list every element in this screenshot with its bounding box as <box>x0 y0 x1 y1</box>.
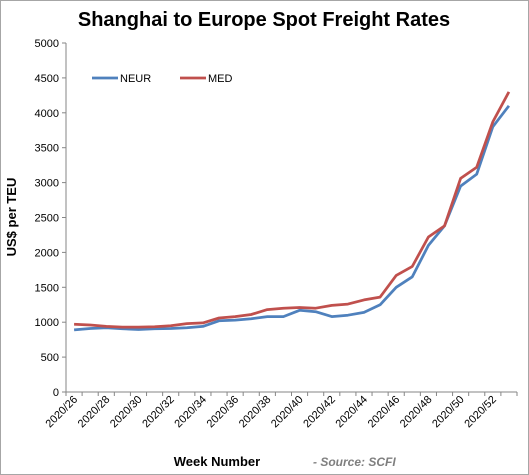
y-tick-label: 2500 <box>35 213 59 225</box>
x-tick-label: 2020/52 <box>462 394 499 431</box>
y-tick-label: 0 <box>53 387 59 399</box>
x-tick-label: 2020/38 <box>237 394 274 431</box>
x-tick-label: 2020/26 <box>44 394 81 431</box>
y-tick-label: 4500 <box>35 73 59 85</box>
y-tick-label: 5000 <box>35 38 59 50</box>
y-tick-label: 500 <box>41 352 59 364</box>
x-tick-label: 2020/50 <box>430 394 467 431</box>
x-tick-label: 2020/36 <box>205 394 242 431</box>
x-tick-label: 2020/46 <box>366 394 403 431</box>
series-line-med <box>74 91 511 329</box>
x-tick-label: 2020/44 <box>333 394 370 431</box>
y-tick-label: 3500 <box>35 143 59 155</box>
x-tick-label: 2020/40 <box>269 394 306 431</box>
x-tick-label: 2020/42 <box>301 394 338 431</box>
legend-label-neur: NEUR <box>120 73 151 85</box>
y-axis-label: US$ per TEU <box>4 178 19 257</box>
x-axis-label: Week Number <box>174 454 260 469</box>
x-tick-label: 2020/28 <box>76 394 113 431</box>
y-tick-label: 4000 <box>35 108 59 120</box>
y-tick-label: 1000 <box>35 317 59 329</box>
chart-title: Shanghai to Europe Spot Freight Rates <box>78 9 450 31</box>
x-tick-label: 2020/30 <box>108 394 145 431</box>
x-tick-label: 2020/48 <box>398 394 435 431</box>
x-tick-label: 2020/32 <box>140 394 177 431</box>
series-lines <box>73 91 511 332</box>
x-tick-label: 2020/34 <box>172 394 209 431</box>
legend-label-med: MED <box>208 73 233 85</box>
y-axis-label-group: US$ per TEU <box>4 178 19 257</box>
legend: NEUR MED <box>92 73 233 85</box>
series-line-neur <box>73 104 510 332</box>
y-axis-ticks: 0 500 1000 1500 2000 2500 3000 3500 4000 4500 5000 <box>35 38 66 399</box>
source-note: - Source: SCFI <box>313 455 396 469</box>
x-axis-ticks: 2020/262020/282020/302020/322020/342020/… <box>44 392 518 431</box>
y-tick-label: 2000 <box>35 247 59 259</box>
y-tick-label: 3000 <box>35 178 59 190</box>
y-tick-label: 1500 <box>35 282 59 294</box>
